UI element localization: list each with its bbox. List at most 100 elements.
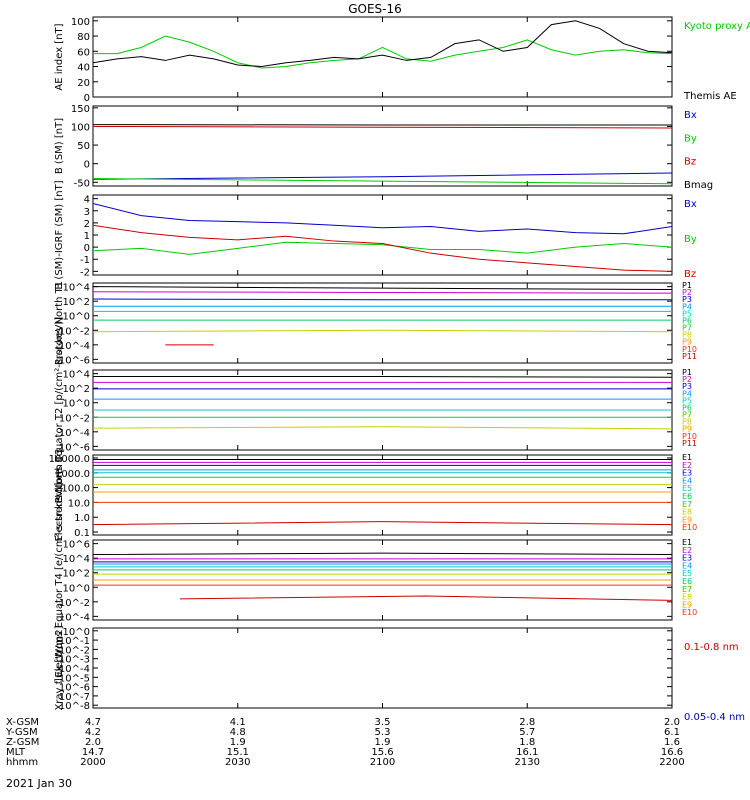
- axis-row-value: 4.2: [85, 727, 101, 738]
- legend-entry: E6: [682, 577, 692, 586]
- axis-row-value: 4.7: [85, 717, 101, 728]
- panel-frame: [92, 194, 673, 276]
- y-tick-label: 10^-4: [59, 612, 90, 623]
- legend-entry: E3: [682, 554, 692, 563]
- legend-entry: E2: [682, 461, 692, 470]
- y-tick-label: 10^-2: [59, 413, 90, 424]
- axis-row-label: MLT: [6, 747, 26, 758]
- bottom-axis-table: X-GSM 4.7 4.1 3.5 2.8 2.0 Y-GSM 4.2 4.8 5.3 5.7 6.1…: [5, 717, 685, 768]
- axis-row-value: 5.7: [519, 727, 535, 738]
- y-tick-label: 100: [71, 122, 90, 133]
- y-tick-label: 10^4: [63, 370, 90, 381]
- legend-entry: E4: [682, 561, 692, 570]
- y-tick-label: 10000.0: [49, 454, 90, 465]
- y-tick-label: 10^-1: [59, 636, 90, 647]
- axis-row-value: 15.6: [371, 747, 393, 758]
- y-tick-label: 10^2: [63, 297, 90, 308]
- axis-row-value: 2030: [225, 757, 250, 768]
- axis-row-value: 16.1: [516, 747, 538, 758]
- y-tick-label: 20: [77, 78, 90, 89]
- axis-row-value: 15.1: [227, 747, 249, 758]
- legend: Bx By Bz Bmag: [684, 110, 713, 191]
- y-axis-label: Protons Equator T2 [p/(cm²-s-sr-keV)]: [54, 317, 65, 504]
- y-tick-label: 10^-4: [59, 428, 90, 439]
- series-by: [92, 178, 673, 185]
- y-tick-label: 0: [84, 160, 90, 171]
- legend-entry: P6: [682, 316, 692, 325]
- y-tick-label: 10.0: [68, 498, 90, 509]
- y-tick-label: 100: [71, 17, 90, 28]
- series-bx: [92, 202, 673, 235]
- y-tick-label: 2: [84, 219, 90, 230]
- legend-entry: P5: [682, 396, 692, 405]
- y-tick-label: 10^-4: [59, 664, 90, 675]
- axis-row-value: 2.8: [519, 717, 535, 728]
- y-tick-label: 10^0: [63, 399, 90, 410]
- y-tick-label: 10^6: [63, 540, 90, 551]
- legend-entry: P3: [682, 382, 692, 391]
- y-tick-label: 100.0: [61, 484, 90, 495]
- y-tick-label: 1000.0: [55, 469, 90, 480]
- axis-row-value: 3.5: [375, 717, 391, 728]
- y-axis-label: B (SM)-IGRF (SM) [nT]: [54, 180, 65, 289]
- axis-row-value: 2.0: [664, 717, 680, 728]
- series-bx: [92, 172, 673, 180]
- panel-8: 10^-810^-710^-610^-510^-410^-310^-210^-1…: [54, 625, 745, 723]
- legend-entry: Bz: [684, 269, 696, 280]
- y-tick-label: 10^0: [63, 627, 90, 638]
- panel-frame: [92, 454, 673, 536]
- legend-entry: P11: [682, 352, 697, 361]
- legend-entry: 0.05-0.4 nm: [684, 712, 745, 723]
- y-axis-label: Xray flux [W/m2]: [54, 625, 65, 710]
- y-tick-label: 10^-2: [59, 598, 90, 609]
- legend-entry: E8: [682, 593, 692, 602]
- legend-entry: E5: [682, 569, 692, 578]
- date-label: 2021 Jan 30: [6, 777, 72, 790]
- axis-row-value: 2100: [370, 757, 395, 768]
- y-tick-label: 10^-2: [59, 326, 90, 337]
- y-tick-label: 50: [77, 141, 90, 152]
- legend-entry: Bz: [684, 157, 696, 168]
- y-tick-label: 40: [77, 63, 90, 74]
- panel-2: -50 0 50 100 150 B (SM) [nT] Bx By Bz Bmag: [54, 104, 713, 191]
- y-tick-label: 0: [84, 93, 90, 104]
- legend-entry: P4: [682, 302, 692, 311]
- legend: 0.1-0.8 nm 0.05-0.4 nm: [684, 642, 745, 723]
- legend-entry: E7: [682, 585, 692, 594]
- legend-entry: P2: [682, 375, 692, 384]
- series-p7: [92, 329, 673, 333]
- y-tick-label: 10^-6: [59, 683, 90, 694]
- axis-row-value: 14.7: [82, 747, 104, 758]
- axis-row-label: Z-GSM: [6, 737, 39, 748]
- legend-entry: Themis AE: [683, 91, 737, 102]
- y-tick-label: 10^-8: [59, 701, 90, 712]
- y-tick-label: 10^-5: [59, 673, 90, 684]
- panel-frame: [92, 282, 673, 364]
- y-tick-label: 60: [77, 47, 90, 58]
- legend-entry: P3: [682, 295, 692, 304]
- series-p1: [92, 286, 673, 291]
- series-e10: [179, 595, 673, 601]
- axis-row-label: Y-GSM: [5, 727, 38, 738]
- y-tick-label: 1: [84, 231, 90, 242]
- legend-entry: P5: [682, 309, 692, 318]
- y-tick-label: 150: [71, 104, 90, 115]
- series-p7: [92, 426, 673, 430]
- legend-entry: E3: [682, 469, 692, 478]
- legend-entry: E7: [682, 500, 692, 509]
- legend-entry: E1: [682, 538, 692, 547]
- series-bz: [92, 224, 673, 272]
- y-tick-label: 10^2: [63, 569, 90, 580]
- series-e1: [92, 552, 673, 556]
- series-by: [92, 241, 673, 255]
- legend-entry: Bx: [684, 199, 697, 210]
- axis-row-value: 16.6: [661, 747, 683, 758]
- panel-1: 0 20 40 60 80 100 AE index [nT] Kyoto proxy AE T…: [54, 16, 750, 104]
- axis-row-value: 1.8: [519, 737, 535, 748]
